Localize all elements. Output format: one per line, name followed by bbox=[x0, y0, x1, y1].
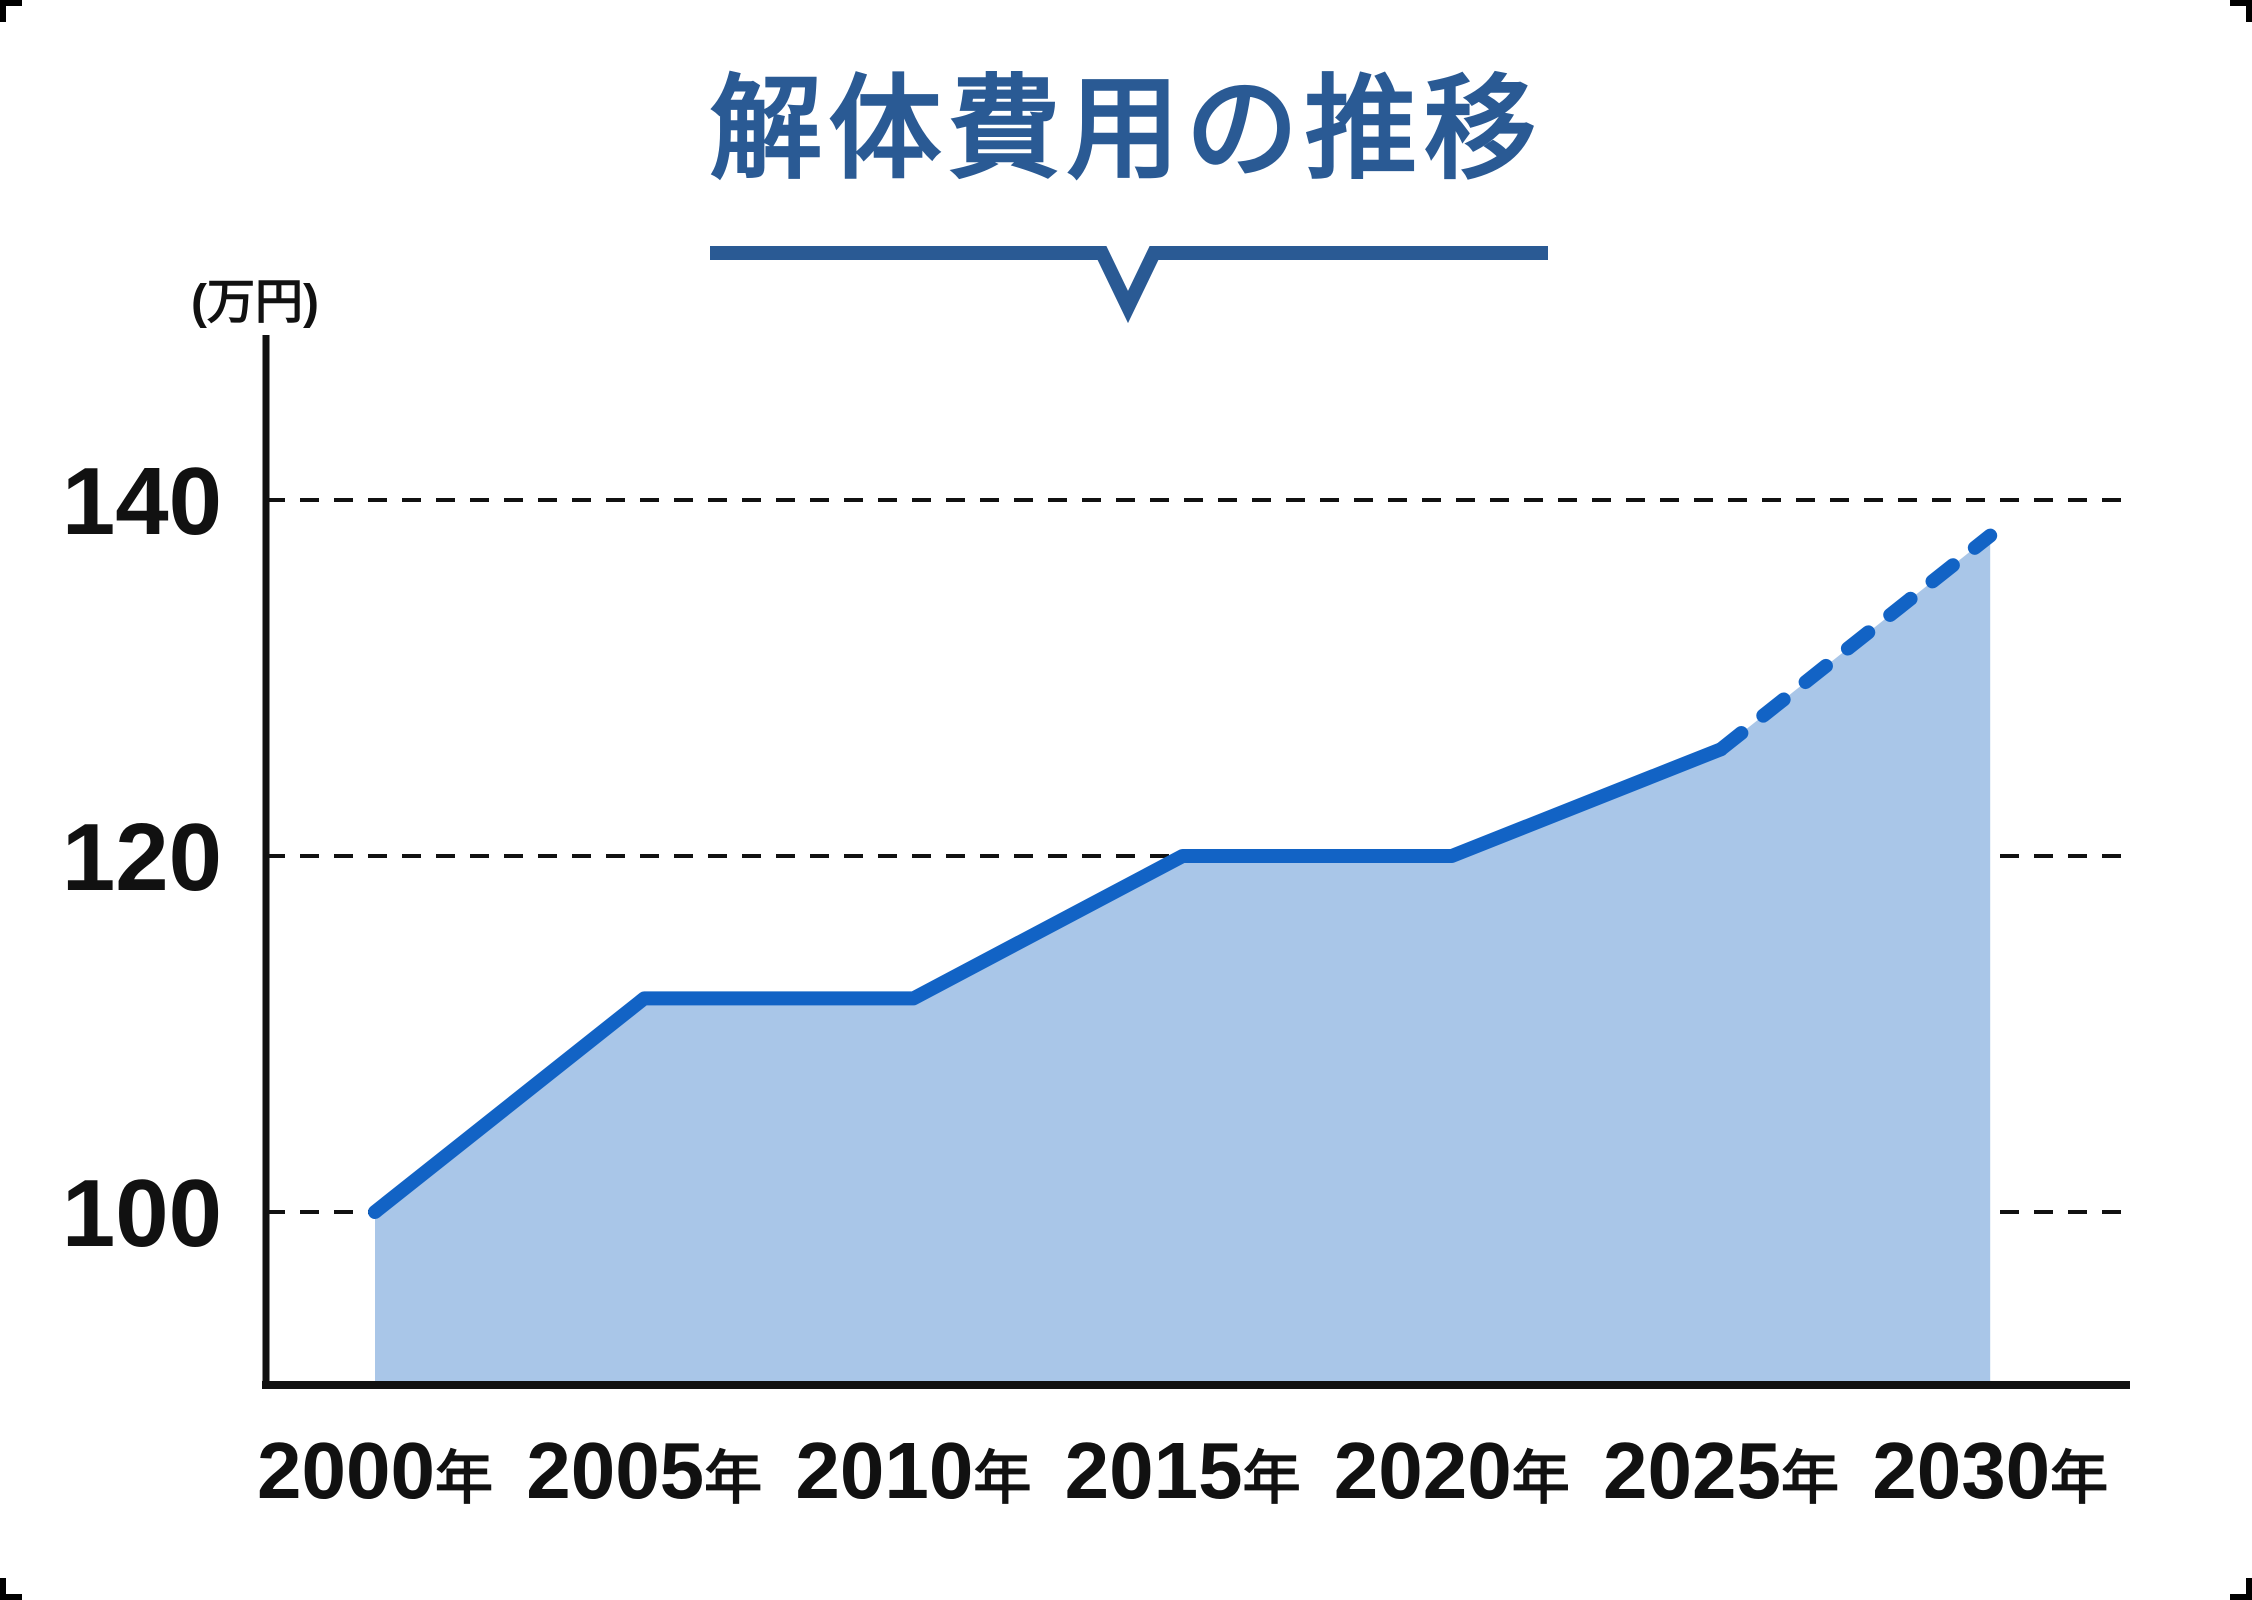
cost-line-forecast bbox=[1714, 528, 1998, 757]
y-tick-labels: 100 120 140 bbox=[62, 448, 222, 1267]
y-tick-label-140: 140 bbox=[62, 448, 222, 555]
cost-line-projected bbox=[1714, 528, 1998, 757]
area-fill bbox=[375, 535, 1991, 1382]
x-label-2015: 2015年 bbox=[1065, 1426, 1301, 1515]
x-label-2025: 2025年 bbox=[1603, 1426, 1839, 1515]
title-underline bbox=[710, 246, 1548, 324]
cost-line bbox=[368, 742, 1728, 1219]
crop-mark-bottom-left bbox=[0, 1578, 22, 1600]
x-label-2005: 2005年 bbox=[526, 1426, 762, 1515]
axes bbox=[262, 335, 2130, 1389]
crop-mark-top-left bbox=[0, 0, 22, 22]
x-label-2010: 2010年 bbox=[795, 1426, 1031, 1515]
x-year-labels: 2000年 2005年 2010年 2015年 2020年 2025年 2030年 bbox=[257, 1426, 2108, 1515]
y-axis-unit-label: (万円) bbox=[191, 276, 319, 329]
x-label-2020: 2020年 bbox=[1334, 1426, 1570, 1515]
y-unit-label: (万円) bbox=[191, 276, 319, 329]
cost-area bbox=[375, 535, 1991, 1382]
cost-line-solid bbox=[368, 742, 1728, 1219]
y-tick-label-100: 100 bbox=[62, 1160, 222, 1267]
crop-mark-top-right bbox=[2230, 0, 2252, 22]
y-tick-label-120: 120 bbox=[62, 804, 222, 911]
crop-mark-bottom-right bbox=[2230, 1578, 2252, 1600]
x-label-2030: 2030年 bbox=[1872, 1426, 2108, 1515]
page-title: 解体費用の推移 bbox=[709, 66, 1543, 192]
x-label-2000: 2000年 bbox=[257, 1426, 493, 1515]
